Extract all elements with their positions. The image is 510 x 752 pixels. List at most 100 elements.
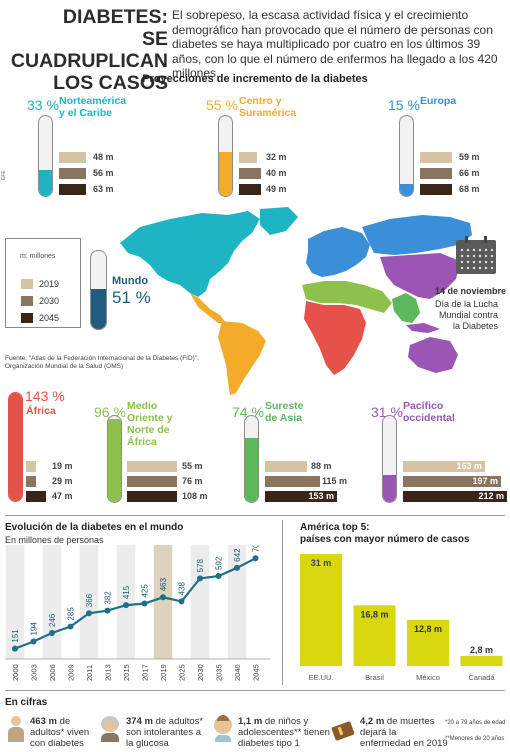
value-2030: 115 m xyxy=(322,476,348,486)
data-label: 151 xyxy=(11,629,20,643)
cifra-number: 4,2 m xyxy=(360,716,385,727)
pct-middle-east: 96 % xyxy=(94,404,126,420)
thermometer-pacific xyxy=(382,415,397,503)
map-north-america xyxy=(120,211,260,297)
region-name-line: occidental xyxy=(403,412,455,424)
elderly-icon xyxy=(98,716,122,742)
value-2019: 88 m xyxy=(311,461,332,471)
data-label: 12,8 m xyxy=(414,624,442,634)
bar-2030 xyxy=(265,476,320,487)
data-label: 366 xyxy=(85,593,94,607)
calendar-caption-line: Día de la Lucha xyxy=(434,299,498,309)
map-southeast-asia xyxy=(392,293,420,323)
legend-label-2019: 2019 xyxy=(39,279,60,289)
bar xyxy=(353,605,396,666)
value-2045: 63 m xyxy=(93,184,114,194)
pct-southeast-asia: 74 % xyxy=(232,404,264,420)
data-label: 578 xyxy=(196,558,205,572)
region-name-line: Sureste xyxy=(265,400,304,412)
bar xyxy=(460,655,503,666)
line-chart-subtitle: En millones de personas xyxy=(5,535,104,545)
region-name-line: África xyxy=(26,405,56,417)
map-australia xyxy=(408,337,458,373)
value-2030: 76 m xyxy=(182,476,203,486)
x-tick-label: 2035 xyxy=(215,664,224,681)
region-name-africa: África xyxy=(26,405,56,417)
legend-label-2045: 2045 xyxy=(39,313,60,323)
data-label: 700 xyxy=(252,545,261,552)
map-central-america xyxy=(190,293,226,323)
thermometer-world xyxy=(90,250,107,330)
map-greenland xyxy=(260,207,298,235)
data-point xyxy=(178,598,185,605)
bar-2030 xyxy=(239,168,261,179)
adult-icon xyxy=(6,716,26,742)
projections-title: Proyecciones de incremento de la diabete… xyxy=(142,73,368,85)
cifra-item-3: 1,1 m de niños y adolescentes** tienen d… xyxy=(238,716,330,749)
region-name-world: Mundo xyxy=(112,275,149,287)
data-label: 438 xyxy=(178,581,187,595)
value-2030: 56 m xyxy=(93,168,114,178)
region-name-southeast-asia: Sureste de Asia xyxy=(265,400,304,424)
category-label: Brasil xyxy=(365,673,384,682)
value-2019: 32 m xyxy=(266,152,287,162)
cifra-text: son intolerantes a xyxy=(126,727,201,738)
data-point xyxy=(67,623,74,630)
cifra-text: enfermedad en 2019 xyxy=(360,738,448,749)
credit-label: EFE xyxy=(1,170,7,180)
value-2019: 163 m xyxy=(456,461,482,471)
region-name-line: África xyxy=(127,436,157,448)
category-label: Canadá xyxy=(468,673,495,682)
thermometer-southeast-asia xyxy=(244,415,259,503)
region-name-line: Europa xyxy=(420,95,457,107)
value-2045: 68 m xyxy=(459,184,480,194)
region-name-middle-east: Medio Oriente y Norte de África xyxy=(127,400,173,448)
bar-2019 xyxy=(403,461,485,472)
value-2030: 66 m xyxy=(459,168,480,178)
bar-2045 xyxy=(59,184,86,195)
calendar-caption-line: Mundial contra xyxy=(438,310,498,320)
region-name-line: Centro y xyxy=(239,95,282,107)
data-label: 592 xyxy=(215,556,224,570)
bar-2045 xyxy=(420,184,452,195)
thermometer-south-america xyxy=(218,115,233,197)
thermo-fill xyxy=(219,152,232,196)
data-point xyxy=(252,555,259,562)
x-tick-label: 2017 xyxy=(141,664,150,681)
value-2045: 49 m xyxy=(266,184,287,194)
bar-2019 xyxy=(59,152,86,163)
series-line xyxy=(14,557,257,650)
x-tick-label: 2000 xyxy=(11,664,20,681)
bar-2045 xyxy=(127,491,177,502)
map-europe xyxy=(306,227,370,277)
vertical-divider xyxy=(282,520,283,685)
footnote-adults: *20 a 79 años de edad xyxy=(445,720,506,726)
x-tick-label: 2045 xyxy=(252,664,261,681)
value-2019: 19 m xyxy=(52,461,73,471)
thermo-fill xyxy=(245,438,258,502)
data-label: 31 m xyxy=(311,558,332,568)
data-point xyxy=(49,629,55,636)
line-chart: 151 2000 194 2003 246 2006 285 2009 366 2011 382 20… xyxy=(5,545,270,681)
grid-stripe xyxy=(190,545,210,659)
grid-stripe xyxy=(116,545,136,659)
x-tick-label: 2019 xyxy=(159,664,168,681)
value-2030: 197 m xyxy=(472,476,498,486)
data-point xyxy=(197,575,203,582)
data-label: 415 xyxy=(122,585,131,599)
cifra-text: de xyxy=(56,716,71,727)
cifra-number: 1,1 m xyxy=(238,716,263,727)
line-chart-title: Evolución de la diabetes en el mundo xyxy=(5,522,184,533)
bar-2045 xyxy=(403,491,507,502)
world-map xyxy=(120,207,472,395)
cifra-number: 463 m xyxy=(30,716,57,727)
cifra-text: de niños y xyxy=(262,716,309,727)
legend-title: m: millones xyxy=(20,253,56,260)
data-label: 246 xyxy=(48,613,57,627)
bar-chart-title: América top 5: países con mayor número d… xyxy=(300,522,505,546)
bar-2045 xyxy=(26,491,46,502)
thermo-fill xyxy=(400,184,413,196)
pct-africa: 143 % xyxy=(25,388,65,404)
child-icon xyxy=(212,715,234,742)
cifra-text: adultos* viven xyxy=(30,727,90,738)
